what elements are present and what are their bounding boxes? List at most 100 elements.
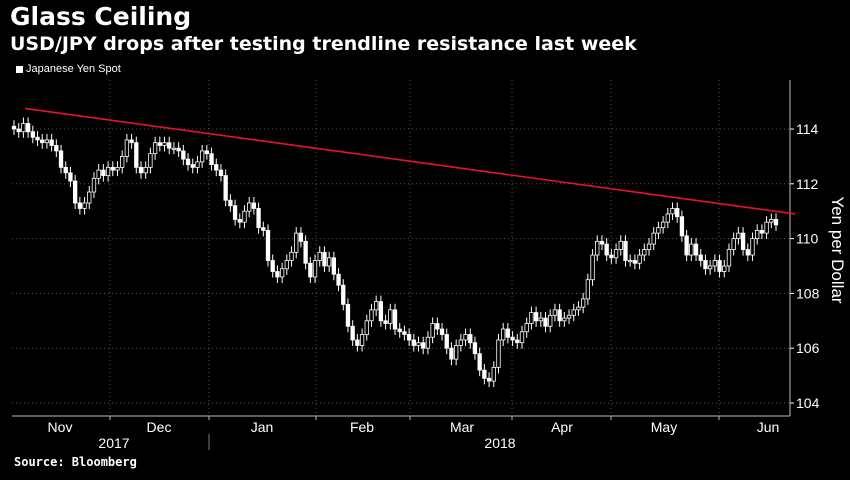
candle-body — [609, 254, 614, 259]
candle — [289, 246, 294, 267]
candle — [87, 185, 92, 210]
candle-body — [717, 260, 722, 272]
candle — [16, 122, 21, 138]
y-tick-label: 112 — [796, 176, 819, 192]
candle-body — [472, 342, 478, 355]
candle-body — [374, 301, 379, 311]
candle-body — [204, 150, 210, 155]
candle-body — [303, 240, 308, 264]
candle — [374, 295, 379, 316]
candle — [731, 232, 736, 256]
candle-body — [294, 232, 299, 253]
candle — [68, 166, 73, 188]
candle — [689, 238, 694, 262]
candle-body — [533, 312, 539, 322]
candle — [613, 243, 619, 264]
candle — [477, 347, 482, 377]
candle — [548, 309, 553, 333]
candle-body — [505, 328, 511, 338]
candle-body — [134, 142, 139, 168]
month-label: Nov — [48, 419, 73, 435]
candle-body — [237, 219, 242, 223]
candle — [308, 257, 313, 283]
candle-body — [190, 164, 195, 168]
candle-body — [308, 262, 313, 278]
candle-body — [251, 202, 257, 209]
candle-body — [632, 260, 638, 264]
candle — [552, 303, 558, 322]
candle — [383, 314, 388, 330]
candle — [279, 262, 285, 283]
gridlines — [12, 80, 790, 416]
candle-body — [110, 166, 115, 171]
candle — [491, 361, 496, 388]
candle-body — [486, 377, 492, 382]
candle — [769, 213, 774, 229]
candle — [628, 254, 633, 267]
candle — [204, 144, 210, 160]
candle-body — [670, 208, 675, 215]
candle — [486, 372, 492, 388]
candle — [585, 273, 591, 305]
candle — [557, 303, 562, 327]
candle-body — [298, 232, 304, 242]
candle-body — [712, 260, 718, 267]
candle — [482, 364, 487, 385]
y-tick-label: 104 — [796, 395, 820, 411]
candle — [25, 117, 31, 138]
candle — [355, 333, 360, 352]
candle — [670, 202, 675, 220]
candle — [265, 224, 271, 267]
month-label: Apr — [551, 419, 573, 435]
candle — [675, 202, 680, 223]
candle-body — [40, 139, 45, 144]
candle — [63, 161, 68, 179]
candle — [755, 224, 760, 245]
candle — [623, 235, 628, 267]
y-tick-label: 110 — [796, 231, 819, 247]
candle-body — [764, 221, 769, 234]
candle-body — [341, 284, 346, 305]
candle-body — [105, 166, 111, 176]
candle-body — [656, 227, 661, 234]
candle — [740, 227, 746, 256]
candle — [341, 279, 346, 311]
candle-body — [247, 202, 252, 212]
candle — [618, 235, 623, 256]
candle-body — [383, 320, 388, 324]
candle — [120, 150, 125, 174]
candle — [425, 331, 431, 355]
candle — [96, 164, 101, 185]
candle-body — [218, 169, 224, 176]
candle-body — [477, 353, 482, 371]
month-label: Jan — [251, 419, 274, 435]
candle-body — [693, 243, 699, 256]
candle — [326, 251, 332, 273]
candle-body — [585, 279, 591, 300]
candle — [736, 227, 741, 245]
candle-body — [463, 334, 468, 341]
candle-body — [491, 366, 496, 382]
candle-body — [769, 219, 774, 223]
candle — [44, 133, 50, 149]
candle — [472, 336, 478, 360]
axes: 104 106 108 110 112 114 Nov Dec Jan Feb Mar Apr May J… — [12, 80, 820, 451]
candle — [764, 216, 769, 240]
candle — [402, 325, 407, 341]
candle-body — [185, 158, 191, 166]
candle — [397, 322, 402, 338]
candle-body — [637, 254, 642, 264]
candle — [322, 246, 327, 273]
candle-body — [96, 169, 101, 179]
legend: Japanese Yen Spot — [16, 63, 121, 75]
candle-body — [736, 232, 741, 239]
candle — [712, 254, 718, 273]
y-tick-label: 108 — [796, 285, 820, 301]
candle — [303, 235, 308, 270]
candle — [345, 298, 351, 333]
candle-body — [722, 265, 727, 272]
candle — [284, 254, 289, 275]
candle — [214, 158, 219, 177]
candle-body — [613, 249, 619, 259]
candle — [726, 243, 732, 273]
